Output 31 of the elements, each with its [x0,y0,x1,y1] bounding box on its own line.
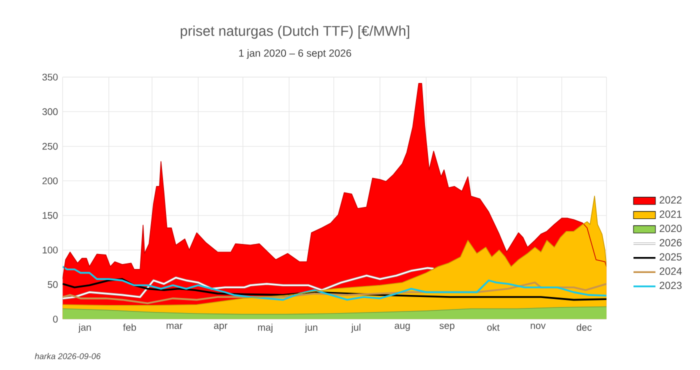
x-tick-label: aug [394,324,410,331]
text: harka 2026-09-06 [34,352,101,360]
legend-label: 2026 [660,238,682,246]
x-tick-label: maj [258,324,272,333]
y-tick-label: 250 [42,142,58,150]
x-tick-label: jun [304,324,318,333]
x-tick-label: nov [530,324,546,329]
x-tick-label: dec [576,324,592,331]
legend-label: 2020 [660,224,682,232]
x-tick-label: jul [351,324,360,333]
legend-label: 2022 [660,196,682,204]
y-tick-label: 350 [42,74,58,80]
legend-label: 2023 [660,282,682,289]
x-tick-label: feb [123,324,136,331]
y-tick-label: 300 [42,108,58,115]
chart-subtitle: 1 jan 2020 – 6 sept 2026 [239,49,352,59]
x-tick-label: sep [440,324,454,331]
y-tick-label: 200 [42,177,58,184]
x-tick-label: apr [214,324,228,331]
x-tick-label: okt [487,324,500,331]
y-tick-label: 100 [42,246,58,254]
y-tick-label: 0 [53,316,58,322]
y-tick-label: 50 [48,281,58,288]
legend-label: 2021 [660,210,682,218]
legend-label: 2025 [660,253,682,260]
line-series [62,266,435,300]
x-tick-label: mar [166,324,183,329]
y-tick-label: 150 [42,212,58,219]
x-tick-label: jan [78,324,91,333]
legend-label: 2024 [660,267,682,275]
chart-title: priset naturgas (Dutch TTF) [€/MWh] [180,25,410,39]
